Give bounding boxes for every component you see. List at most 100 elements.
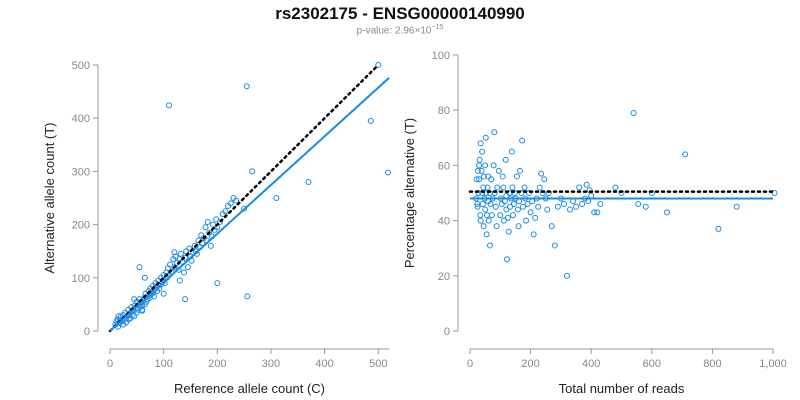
right-data-point	[583, 181, 590, 188]
right-data-point	[532, 214, 539, 221]
left-data-point	[131, 296, 138, 303]
right-x-tick-label: 1,000	[759, 358, 787, 370]
left-fit-line	[109, 77, 390, 332]
left-data-point	[160, 290, 167, 297]
left-data-point	[184, 264, 191, 271]
right-data-point	[488, 212, 495, 219]
left-data-point	[141, 274, 148, 281]
right-data-point	[495, 167, 502, 174]
right-data-point	[597, 201, 604, 208]
left-x-axis-title: Reference allele count (C)	[174, 381, 325, 396]
right-data-point	[563, 272, 570, 279]
right-data-point	[505, 228, 512, 235]
right-data-point	[536, 184, 543, 191]
left-data-point	[243, 83, 250, 90]
right-data-point	[544, 206, 551, 213]
left-y-tick-label: 0	[84, 326, 90, 338]
right-data-point	[484, 184, 491, 191]
left-data-point	[182, 296, 189, 303]
left-y-axis-title: Alternative allele count (T)	[42, 122, 57, 273]
left-data-point	[273, 195, 280, 201]
right-data-point	[554, 203, 561, 210]
left-data-point	[181, 269, 188, 276]
right-data-point	[501, 198, 508, 205]
right-data-point	[504, 214, 511, 221]
right-x-tick-label: 400	[582, 358, 600, 370]
right-data-point	[514, 206, 521, 213]
right-data-point	[480, 223, 487, 230]
right-data-point	[521, 184, 528, 191]
right-y-tick-label: 40	[438, 216, 450, 228]
right-data-point	[488, 176, 495, 183]
right-data-point	[612, 184, 619, 191]
left-data-point	[171, 249, 178, 256]
right-data-point	[510, 212, 517, 219]
left-data-point	[171, 264, 178, 271]
right-data-point	[476, 156, 483, 163]
right-data-point	[478, 167, 485, 174]
panel-left: 0 100 200 300 400 500 0 100 200 300 400 500 Referenc…	[42, 60, 391, 396]
left-data-point	[136, 264, 143, 271]
right-data-point	[491, 129, 498, 136]
right-data-point	[771, 190, 778, 196]
left-data-point	[172, 253, 179, 260]
right-data-point	[503, 256, 510, 263]
right-data-point	[474, 203, 481, 210]
left-y-tick-label: 100	[72, 273, 90, 285]
right-data-point	[506, 203, 513, 210]
right-y-tick-label: 80	[438, 105, 450, 117]
right-data-point	[482, 134, 489, 141]
right-data-point	[635, 201, 642, 208]
left-reference-line	[108, 66, 377, 333]
right-data-point	[588, 192, 595, 199]
right-data-point	[642, 203, 649, 210]
right-data-point	[487, 201, 494, 208]
right-data-point	[477, 212, 484, 219]
right-data-point	[483, 212, 490, 219]
left-data-point	[177, 250, 184, 257]
right-data-point	[474, 201, 481, 208]
left-x-tick-label: 300	[262, 358, 280, 370]
right-data-point	[500, 184, 507, 191]
left-data-point	[167, 261, 174, 268]
right-data-point	[480, 173, 487, 180]
right-data-point	[511, 190, 518, 196]
right-data-point	[480, 184, 487, 191]
right-data-point	[576, 184, 583, 191]
right-data-point	[523, 217, 530, 224]
left-data-point	[216, 218, 223, 225]
left-data-point	[375, 62, 382, 68]
right-data-point	[473, 176, 480, 183]
right-data-point	[526, 190, 533, 196]
left-data-point	[150, 293, 157, 300]
right-data-point	[570, 198, 577, 205]
right-data-point	[715, 225, 722, 232]
right-data-point	[516, 167, 523, 174]
right-data-point	[538, 170, 545, 177]
right-data-point	[477, 140, 484, 147]
right-data-point	[733, 203, 740, 210]
right-data-point	[524, 201, 531, 208]
right-data-point	[485, 217, 492, 224]
left-y-tick-label: 200	[72, 220, 90, 232]
left-x-tick-label: 400	[315, 358, 333, 370]
right-x-tick-label: 0	[467, 358, 473, 370]
right-data-point	[663, 209, 670, 216]
right-data-point	[541, 176, 548, 183]
right-data-point	[500, 217, 507, 224]
right-data-point	[508, 148, 515, 155]
right-data-point	[515, 223, 522, 230]
left-data-point	[210, 221, 217, 228]
left-x-tick-label: 500	[369, 358, 387, 370]
right-data-point	[579, 201, 586, 208]
right-y-axis-title: Percentage alternative (T)	[402, 118, 417, 268]
right-y-tick-label: 0	[444, 326, 450, 338]
right-data-point	[499, 173, 506, 180]
right-data-point	[530, 231, 537, 238]
left-x-tick-label: 200	[208, 358, 226, 370]
left-data-point	[241, 205, 248, 212]
chart-title: rs2302175 - ENSG00000140990	[275, 4, 525, 23]
subtitle-exponent: −15	[431, 24, 444, 31]
right-data-point	[510, 201, 517, 208]
right-y-tick-label: 100	[432, 50, 450, 62]
